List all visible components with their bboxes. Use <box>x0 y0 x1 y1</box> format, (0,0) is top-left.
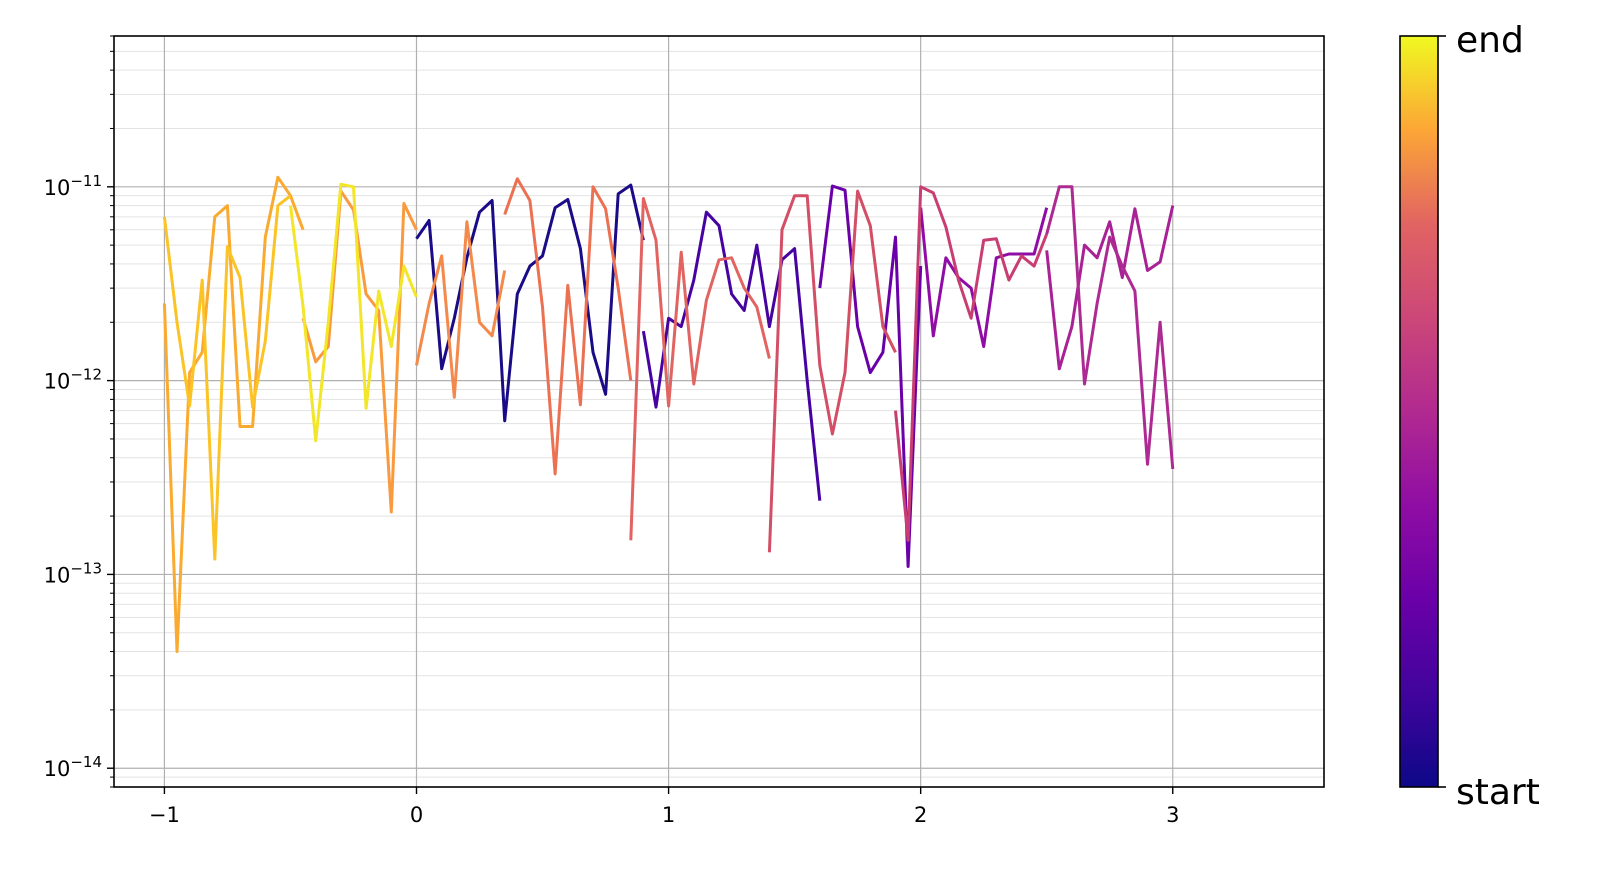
y-tick-label: 10−11 <box>44 172 102 200</box>
series-line-2 <box>641 210 822 501</box>
colorbar-gradient <box>1399 35 1439 788</box>
series-line-9 <box>629 197 771 541</box>
y-tick-label: 10−13 <box>44 559 102 587</box>
series-lines <box>162 175 1175 653</box>
series-line-4 <box>919 207 1049 348</box>
grid <box>114 35 1324 788</box>
series-line-10 <box>503 177 633 476</box>
axis-ticks <box>107 35 1174 794</box>
y-tick-label: 10−14 <box>44 753 102 781</box>
x-tick-label: −1 <box>149 803 180 827</box>
x-tick-label: 1 <box>662 803 675 827</box>
y-axis-tick-labels: 10−14 10−13 10−12 10−11 <box>44 172 102 781</box>
y-tick-label: 10−12 <box>44 366 102 394</box>
x-axis-tick-labels: −1 0 1 2 3 <box>149 803 1180 827</box>
colorbar: end start <box>1399 20 1540 813</box>
series-line-5 <box>1045 205 1175 371</box>
series-line-12 <box>301 189 418 514</box>
x-tick-label: 3 <box>1166 803 1179 827</box>
series-line-3 <box>818 184 923 568</box>
plot-frame <box>113 35 1325 788</box>
series-line-8 <box>767 189 897 553</box>
series-line-6 <box>1045 185 1175 470</box>
series-line-13 <box>162 175 305 653</box>
series-line-14 <box>162 194 292 561</box>
series-line-11 <box>415 220 507 399</box>
colorbar-end-label: end <box>1456 20 1524 61</box>
series-line-1 <box>415 183 645 423</box>
x-tick-label: 0 <box>410 803 423 827</box>
series-line-7 <box>894 185 1049 542</box>
series-line-15 <box>289 182 418 443</box>
x-tick-label: 2 <box>914 803 927 827</box>
colorbar-start-label: start <box>1456 772 1540 813</box>
